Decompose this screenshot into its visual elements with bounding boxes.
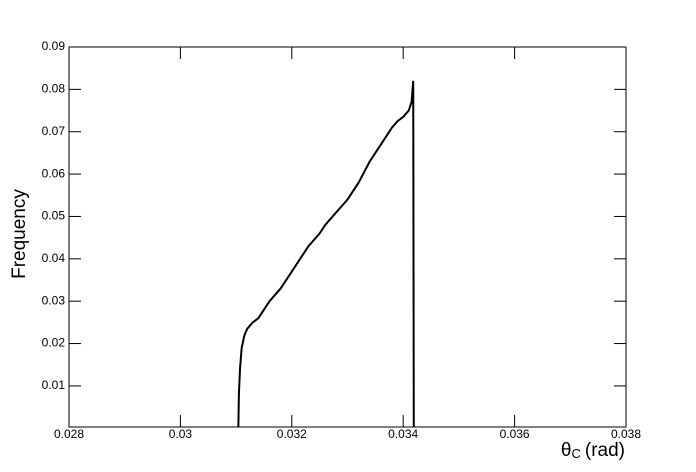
y-tick-label: 0.09 xyxy=(42,39,66,53)
y-tick-label: 0.05 xyxy=(42,209,66,223)
x-title-symbol: θ xyxy=(561,440,572,461)
y-tick-label: 0.04 xyxy=(42,251,66,265)
y-tick-label: 0.03 xyxy=(42,293,66,307)
x-axis-title: θC (rad) xyxy=(561,440,625,461)
x-tick-label: 0.028 xyxy=(54,427,84,441)
x-tick-label: 0.034 xyxy=(388,427,418,441)
x-title-unit: (rad) xyxy=(585,440,625,461)
x-tick-label: 0.032 xyxy=(277,427,307,441)
y-axis-title: Frequency xyxy=(9,189,30,279)
y-tick-label: 0.06 xyxy=(42,166,66,180)
y-tick-label: 0.01 xyxy=(42,378,66,392)
x-tick-label: 0.03 xyxy=(169,427,193,441)
y-tick-label: 0.02 xyxy=(42,336,66,350)
x-tick-label: 0.036 xyxy=(500,427,530,441)
x-tick-label: 0.038 xyxy=(611,427,641,441)
y-tick-label: 0.08 xyxy=(42,82,66,96)
plot-frame xyxy=(68,46,627,428)
data-line xyxy=(237,80,415,427)
y-tick-label: 0.07 xyxy=(42,124,66,138)
x-title-subscript: C xyxy=(571,446,580,461)
